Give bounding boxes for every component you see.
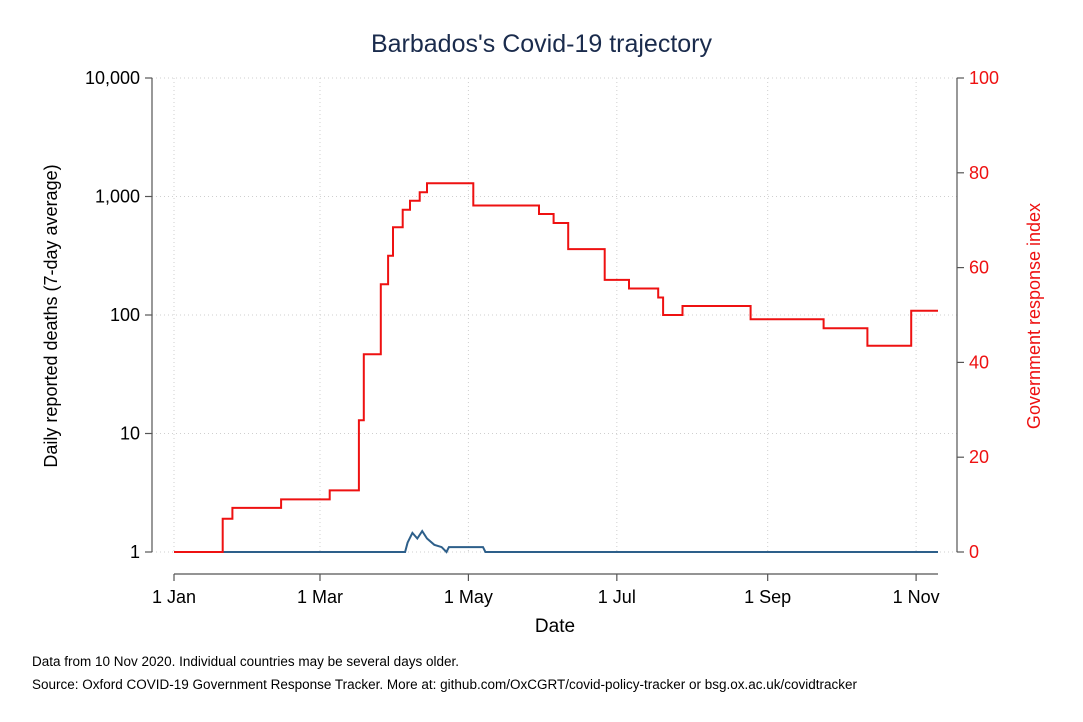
y-right-tick-label: 20 — [969, 447, 989, 467]
grid — [152, 77, 957, 553]
y-right-tick-label: 40 — [969, 352, 989, 372]
data-note: Data from 10 Nov 2020. Individual countr… — [32, 654, 459, 669]
x-axis-label: Date — [535, 616, 575, 637]
x-tick-label: 1 Mar — [297, 587, 343, 607]
y-right-tick-label: 60 — [969, 258, 989, 278]
y-left-tick-label: 10,000 — [85, 68, 140, 88]
chart-title: Barbados's Covid-19 trajectory — [370, 30, 713, 58]
x-tick-label: 1 May — [444, 587, 493, 607]
x-tick-label: 1 Jan — [152, 587, 196, 607]
x-tick-label: 1 Jul — [598, 587, 636, 607]
y-right-tick-label: 100 — [969, 68, 999, 88]
series-layer — [174, 182, 938, 554]
y-left-tick-label: 1 — [130, 542, 140, 562]
y-axis-left-label: Daily reported deaths (7-day average) — [41, 164, 61, 467]
x-tick-label: 1 Nov — [893, 587, 940, 607]
axes: 1 10 100 1,000 10,000 0 20 40 60 80 100 1 Jan 1 Mar 1… — [85, 68, 999, 607]
response-index-series-line — [174, 182, 938, 553]
x-tick-label: 1 Sep — [744, 587, 791, 607]
deaths-series-line — [174, 529, 938, 554]
y-right-tick-label: 0 — [969, 542, 979, 562]
y-left-tick-label: 1,000 — [95, 187, 140, 207]
y-axis-right-label: Government response index — [1024, 203, 1044, 429]
y-right-tick-label: 80 — [969, 163, 989, 183]
source-note: Source: Oxford COVID-19 Government Respo… — [32, 677, 858, 692]
y-left-tick-label: 10 — [120, 424, 140, 444]
y-left-tick-label: 100 — [110, 305, 140, 325]
